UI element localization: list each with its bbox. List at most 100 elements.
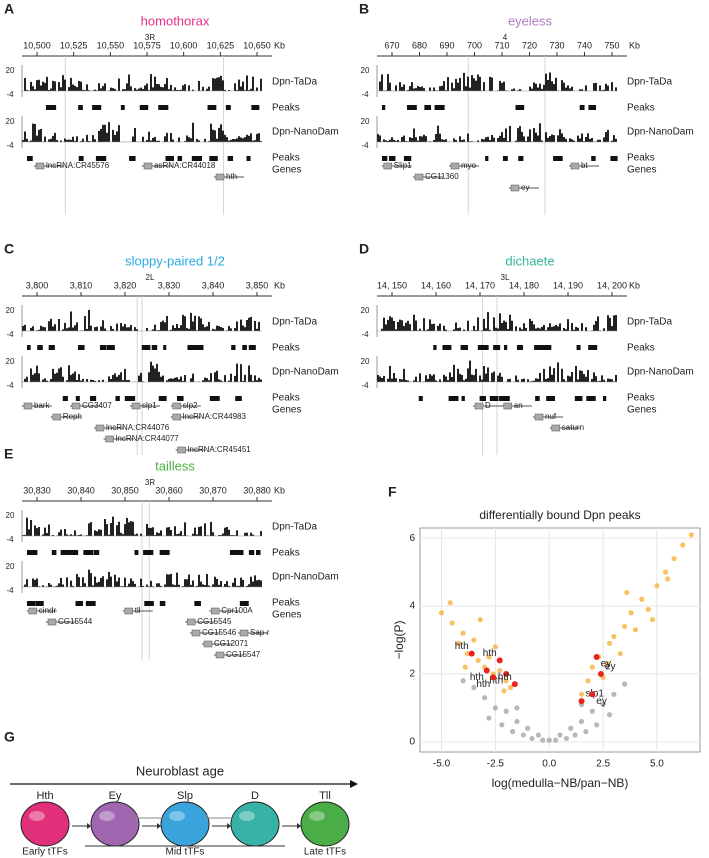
x-tick-label: 0.0 <box>542 759 556 770</box>
peak <box>78 156 84 161</box>
tick-label: 3,800 <box>26 280 49 290</box>
unit-label: Kb <box>274 485 285 495</box>
gene-label: CG15544 <box>58 617 93 626</box>
peak <box>477 345 489 350</box>
exon <box>172 413 182 421</box>
point <box>499 722 505 728</box>
peak <box>434 105 445 110</box>
peak <box>45 105 57 110</box>
exon <box>186 618 196 626</box>
arrow-head <box>350 780 358 788</box>
gene-label: cindr <box>39 606 57 615</box>
peak <box>27 601 36 606</box>
signal-track <box>22 74 262 91</box>
tick-label: 30,870 <box>199 485 227 495</box>
exon <box>35 162 45 170</box>
tick-label: 670 <box>384 40 399 50</box>
chromosome-label: 2L <box>146 273 155 282</box>
gene-label: an <box>514 401 523 410</box>
gene-label: myo <box>461 161 477 170</box>
plot-area <box>419 527 701 753</box>
timeline-title: Neuroblast age <box>136 763 224 778</box>
point <box>462 664 468 670</box>
point <box>471 684 477 691</box>
point <box>535 732 542 738</box>
exon <box>474 402 484 410</box>
gene-label: tll <box>135 606 141 615</box>
tick-label: 740 <box>577 40 592 50</box>
panel-letter: C <box>4 241 14 257</box>
point <box>611 691 617 697</box>
track-label: Peaks <box>272 598 300 609</box>
peak <box>239 601 249 606</box>
exon <box>71 402 81 410</box>
tick-label: 14, 170 <box>465 280 495 290</box>
chromosome-label: 3L <box>501 273 510 282</box>
peak <box>115 396 120 401</box>
peak <box>89 396 97 401</box>
peak <box>60 550 71 555</box>
peak <box>502 156 508 161</box>
gene-label: slp2 <box>183 401 198 410</box>
peak <box>129 156 136 161</box>
x-tick-label: -5.0 <box>433 759 451 770</box>
neuroblast <box>160 801 210 847</box>
gene-label: CG3407 <box>82 401 112 410</box>
track-label: Peaks <box>627 153 655 164</box>
point <box>553 737 559 743</box>
track-label: Dpn-NanoDam <box>272 367 339 378</box>
tick-label: 14, 160 <box>421 280 451 290</box>
track-label: Peaks <box>627 103 655 114</box>
track-label: Genes <box>272 610 301 621</box>
point <box>617 650 623 657</box>
peak <box>256 550 261 555</box>
gene-label: Slip1 <box>394 161 412 170</box>
exon <box>215 651 225 659</box>
chromosome-label: 3R <box>145 478 155 487</box>
point <box>546 737 552 743</box>
track-label: Peaks <box>272 343 300 354</box>
point <box>482 695 488 701</box>
point <box>503 678 509 684</box>
point <box>568 725 574 731</box>
tick-label: 10,500 <box>23 40 51 50</box>
point <box>639 596 645 602</box>
panel-title: eyeless <box>508 13 553 28</box>
exon <box>191 629 201 637</box>
peak <box>418 396 423 401</box>
signal-track <box>22 516 262 536</box>
peak <box>78 345 85 350</box>
scale-label: 20 <box>6 66 15 75</box>
point <box>688 532 694 538</box>
track-label: Dpn-NanoDam <box>627 367 694 378</box>
tick-label: 10,550 <box>97 40 125 50</box>
track-label: Dpn-NanoDam <box>272 127 339 138</box>
peak <box>163 345 167 350</box>
scale-label: 20 <box>361 306 370 315</box>
x-axis-label: log(medulla−NB/pan−NB) <box>492 776 629 790</box>
panel-letter: F <box>388 484 397 500</box>
tick-label: 3,850 <box>246 280 269 290</box>
peak <box>534 345 545 350</box>
neuroblast <box>90 801 140 847</box>
point <box>497 667 503 674</box>
point <box>496 657 503 664</box>
neuroblast <box>20 801 70 847</box>
peak <box>518 156 524 161</box>
unit-label: Kb <box>629 280 640 290</box>
point <box>622 623 628 630</box>
nucleus-shine <box>309 811 325 821</box>
peak <box>207 105 217 110</box>
point <box>510 729 516 735</box>
tick-label: 710 <box>494 40 509 50</box>
x-tick-label: 2.5 <box>596 759 610 770</box>
exon <box>503 402 513 410</box>
peak <box>579 105 585 110</box>
tick-label: 30,850 <box>111 485 139 495</box>
point <box>486 654 492 660</box>
point-annotation: ey <box>596 696 607 707</box>
gene-label: asRNA:CR44018 <box>154 161 216 170</box>
peak <box>382 105 386 110</box>
track-label: Peaks <box>627 393 655 404</box>
peak <box>248 345 256 350</box>
